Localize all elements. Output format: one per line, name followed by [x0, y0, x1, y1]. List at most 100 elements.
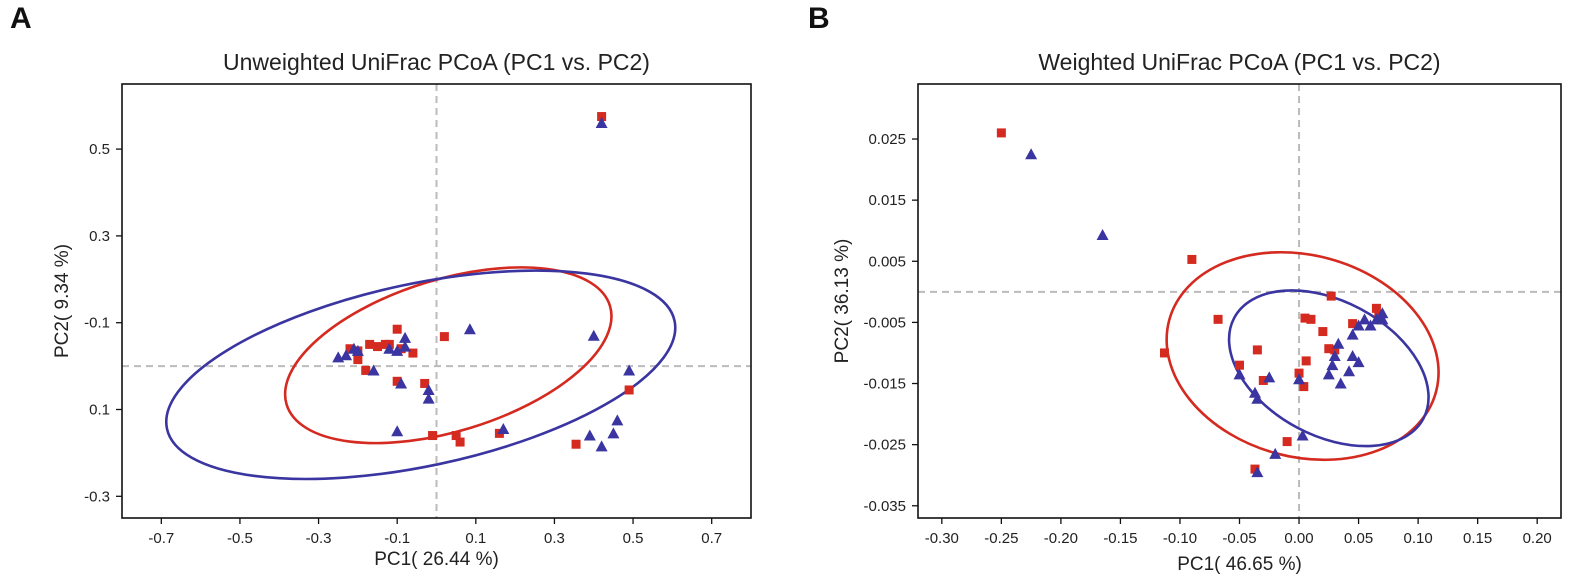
data-point-group2: [1328, 350, 1341, 362]
data-point-group1: [455, 437, 465, 447]
data-point-group2: [391, 344, 404, 356]
confidence-ellipse-group2: [164, 269, 677, 481]
data-point-group1: [1299, 382, 1309, 392]
data-point-group1: [1330, 345, 1340, 355]
data-point-group1: [1326, 291, 1336, 301]
data-point-group2: [391, 425, 404, 437]
data-point-group2: [1346, 350, 1359, 362]
data-point-group2: [1263, 371, 1276, 383]
data-point-group1: [1318, 327, 1328, 337]
x-tick-label: -0.10: [1163, 530, 1197, 547]
x-tick-label: 0.20: [1523, 530, 1552, 547]
data-point-group1: [420, 378, 430, 388]
data-point-group2: [497, 423, 510, 435]
x-tick-label: 0.1: [465, 530, 486, 547]
data-point-group2: [1322, 368, 1335, 380]
chart-title: Weighted UniFrac PCoA (PC1 vs. PC2): [1038, 49, 1440, 75]
y-tick-label: 0.3: [89, 228, 110, 245]
y-tick-label: -0.1: [84, 315, 110, 332]
data-point-group2: [1376, 307, 1389, 319]
data-point-group1: [1213, 314, 1223, 324]
confidence-ellipse-group1: [283, 266, 613, 445]
data-point-group1: [1252, 345, 1262, 355]
y-axis-label: PC2( 9.34 %): [52, 244, 73, 358]
data-point-group2: [351, 344, 364, 356]
data-point-group1: [1187, 254, 1197, 264]
data-point-group2: [1233, 368, 1246, 380]
x-tick-label: 0.7: [701, 530, 722, 547]
x-tick-label: 0.3: [544, 530, 565, 547]
confidence-ellipse-group2: [1227, 289, 1430, 448]
data-point-group1: [428, 431, 438, 441]
x-tick-label: 0.05: [1344, 530, 1373, 547]
x-tick-label: -0.15: [1103, 530, 1137, 547]
plot-frame: [121, 83, 752, 519]
data-point-group2: [1334, 377, 1347, 389]
data-point-group1: [1324, 344, 1334, 354]
data-point-group2: [623, 364, 636, 376]
chart-title: Unweighted UniFrac PCoA (PC1 vs. PC2): [223, 49, 650, 75]
data-point-group1: [361, 365, 371, 375]
data-point-group2: [1352, 319, 1365, 331]
x-tick-label: -0.05: [1222, 530, 1256, 547]
y-tick-label: 0.005: [868, 253, 906, 270]
data-point-group2: [1251, 392, 1264, 404]
x-tick-label: 0.10: [1404, 530, 1433, 547]
x-tick-label: 0.00: [1284, 530, 1313, 547]
data-point-group1: [597, 112, 607, 122]
data-point-group1: [1159, 348, 1169, 358]
data-point-group2: [595, 440, 608, 452]
x-axis-label: PC1( 46.65 %): [1177, 554, 1302, 575]
data-point-group2: [1326, 359, 1339, 371]
unweighted-pcoa-chart: Unweighted UniFrac PCoA (PC1 vs. PC2) -0.…: [52, 49, 752, 570]
data-point-group2: [1096, 228, 1109, 240]
data-point-group2: [1346, 328, 1359, 340]
data-point-group2: [399, 331, 412, 343]
x-tick-label: -0.5: [227, 530, 253, 547]
data-point-group2: [1025, 148, 1038, 160]
data-point-group1: [571, 439, 581, 449]
data-point-group2: [1352, 356, 1365, 368]
data-point-group1: [1300, 313, 1310, 323]
data-point-group2: [1293, 373, 1306, 385]
data-point-group1: [439, 332, 449, 342]
data-point-group2: [611, 414, 624, 426]
data-point-group2: [595, 117, 608, 129]
y-tick-label: -0.025: [863, 437, 906, 454]
x-tick-label: -0.3: [306, 530, 332, 547]
plot-frame: [917, 83, 1562, 519]
data-point-group2: [1343, 365, 1356, 377]
panel-label-b: B: [808, 2, 830, 35]
data-point-group2: [367, 364, 380, 376]
data-point-group1: [408, 348, 418, 358]
data-point-group2: [383, 342, 396, 354]
weighted-pcoa-chart: Weighted UniFrac PCoA (PC1 vs. PC2) -0.30…: [832, 49, 1562, 575]
data-point-group2: [1251, 466, 1264, 478]
data-point-group2: [1358, 313, 1371, 325]
y-tick-label: 0.1: [89, 402, 110, 419]
y-tick-label: 0.5: [89, 141, 110, 158]
data-point-group1: [1250, 464, 1260, 474]
data-point-group1: [451, 431, 461, 441]
data-point-group1: [996, 128, 1006, 138]
data-point-group2: [1376, 313, 1389, 325]
y-tick-label: -0.035: [863, 498, 906, 515]
data-point-group1: [1301, 356, 1311, 366]
data-point-group2: [583, 429, 596, 441]
data-point-group2: [399, 340, 412, 352]
data-point-group1: [624, 385, 634, 395]
data-point-group2: [463, 323, 476, 335]
data-point-group1: [392, 324, 402, 334]
x-tick-label: -0.1: [384, 530, 410, 547]
data-point-group2: [1332, 337, 1345, 349]
data-point-group2: [340, 349, 353, 361]
x-tick-label: 0.15: [1463, 530, 1492, 547]
y-tick-label: -0.3: [84, 488, 110, 505]
data-point-group1: [365, 339, 375, 349]
data-point-group1: [1371, 303, 1381, 313]
data-point-group1: [1306, 314, 1316, 324]
data-point-group1: [345, 344, 355, 354]
data-point-group1: [353, 355, 363, 365]
data-point-group1: [1294, 368, 1304, 378]
